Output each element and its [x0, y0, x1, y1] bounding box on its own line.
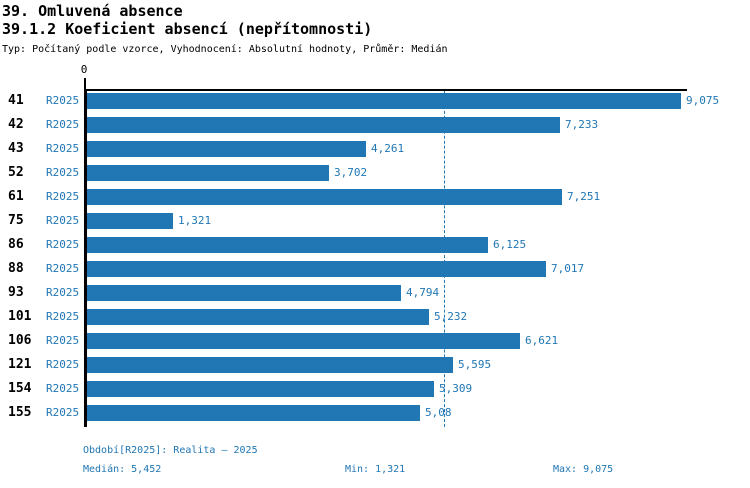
- row-category-label: 43: [8, 141, 24, 156]
- bar-value-label: 6,125: [493, 238, 527, 251]
- row-series-label: R2025: [46, 358, 80, 371]
- row-series-label: R2025: [46, 406, 80, 419]
- bar-value-label: 5,595: [458, 358, 492, 371]
- row-series-label: R2025: [46, 238, 80, 251]
- row-series-label: R2025: [46, 310, 80, 323]
- bar-value-label: 5,08: [425, 406, 452, 419]
- bar-value-label: 7,233: [565, 118, 599, 131]
- row-category-label: 52: [8, 165, 24, 180]
- bar-value-label: 4,794: [406, 286, 440, 299]
- chart-title: 39.1.2 Koeficient absencí (nepřítomnosti…: [2, 20, 373, 38]
- row-category-label: 155: [8, 405, 32, 420]
- bar-value-label: 7,017: [551, 262, 585, 275]
- bar-value-label: 7,251: [567, 190, 601, 203]
- bar-value-label: 6,621: [525, 334, 559, 347]
- x-axis-zero-label: 0: [80, 63, 88, 76]
- row-category-label: 75: [8, 213, 24, 228]
- row-series-label: R2025: [46, 166, 80, 179]
- footer-period: Období[R2025]: Realita – 2025: [83, 445, 258, 456]
- bar: [87, 405, 420, 421]
- footer-median: Medián: 5,452: [83, 464, 162, 475]
- bar: [87, 165, 329, 181]
- bar-value-label: 5,232: [434, 310, 468, 323]
- row-series-label: R2025: [46, 214, 80, 227]
- bar: [87, 357, 453, 373]
- median-reference-line: [444, 91, 445, 427]
- y-axis-line: [84, 89, 87, 427]
- x-axis-line: [85, 89, 687, 91]
- row-series-label: R2025: [46, 142, 80, 155]
- footer-min: Min: 1,321: [345, 464, 406, 475]
- row-category-label: 86: [8, 237, 24, 252]
- row-category-label: 106: [8, 333, 32, 348]
- row-series-label: R2025: [46, 118, 80, 131]
- row-category-label: 154: [8, 381, 32, 396]
- row-category-label: 93: [8, 285, 24, 300]
- row-series-label: R2025: [46, 262, 80, 275]
- bar: [87, 237, 488, 253]
- row-series-label: R2025: [46, 190, 80, 203]
- bar-value-label: 1,321: [178, 214, 212, 227]
- row-category-label: 101: [8, 309, 32, 324]
- bar: [87, 381, 434, 397]
- bar: [87, 141, 366, 157]
- row-series-label: R2025: [46, 286, 80, 299]
- row-category-label: 121: [8, 357, 32, 372]
- bar-value-label: 3,702: [334, 166, 368, 179]
- bar: [87, 309, 429, 325]
- bar-value-label: 9,075: [686, 94, 720, 107]
- chart-subtitle: Typ: Počítaný podle vzorce, Vyhodnocení:…: [2, 44, 448, 55]
- bar-value-label: 4,261: [371, 142, 405, 155]
- bar: [87, 93, 681, 109]
- row-category-label: 61: [8, 189, 24, 204]
- bar: [87, 285, 401, 301]
- x-axis-tick: [84, 78, 86, 90]
- row-series-label: R2025: [46, 382, 80, 395]
- bar: [87, 213, 173, 229]
- report-title: 39. Omluvená absence: [2, 2, 183, 20]
- bar-value-label: 5,309: [439, 382, 473, 395]
- row-series-label: R2025: [46, 334, 80, 347]
- row-category-label: 88: [8, 261, 24, 276]
- row-category-label: 41: [8, 93, 24, 108]
- bar: [87, 117, 560, 133]
- bar: [87, 333, 520, 349]
- bar: [87, 189, 562, 205]
- footer-max: Max: 9,075: [553, 464, 614, 475]
- row-category-label: 42: [8, 117, 24, 132]
- row-series-label: R2025: [46, 94, 80, 107]
- bar: [87, 261, 546, 277]
